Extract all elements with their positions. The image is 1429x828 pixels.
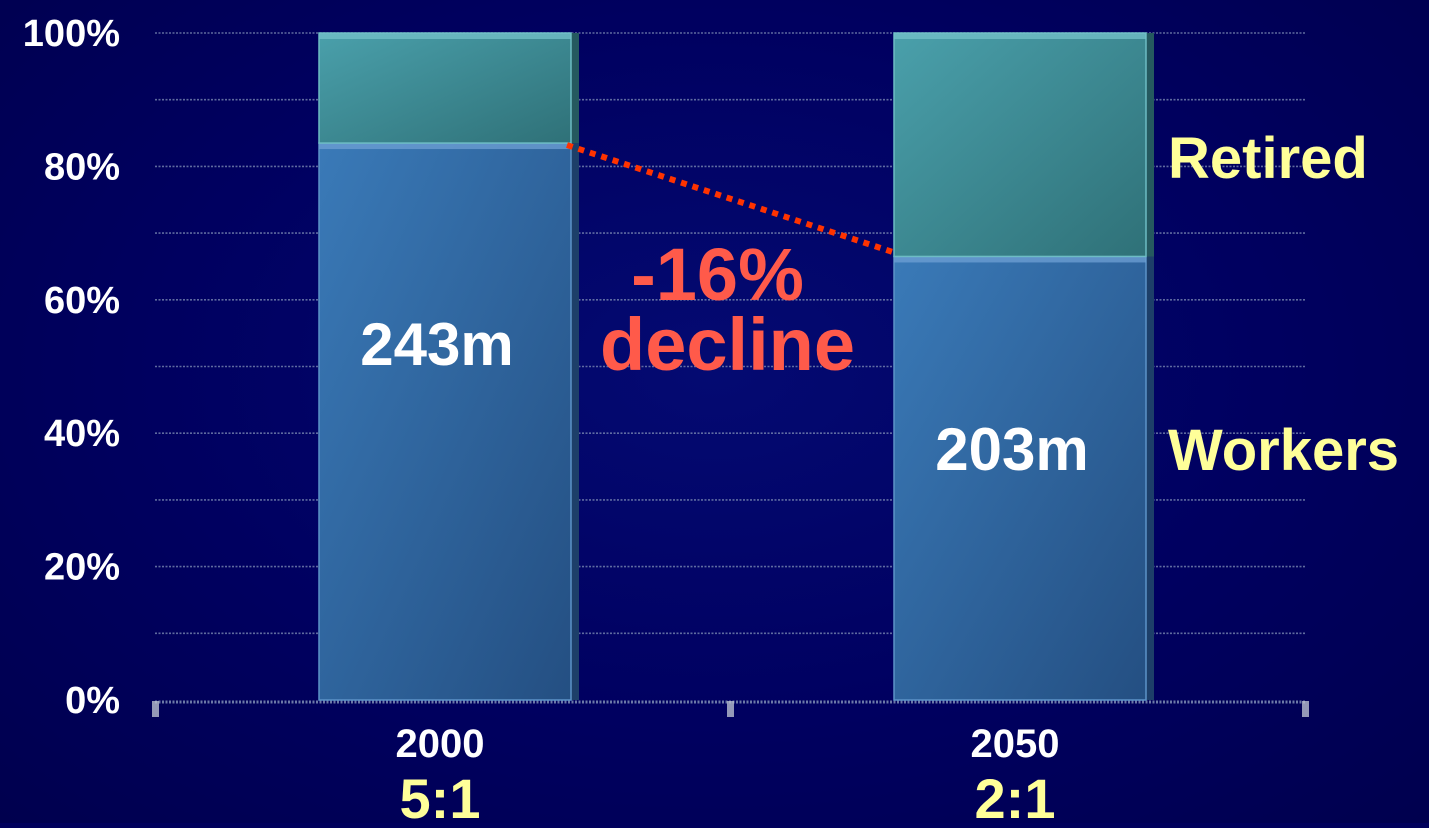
- worker-retiree-ratio-label: 2:1: [975, 767, 1056, 823]
- x-axis-tick: [727, 701, 734, 717]
- annotation: -16%decline: [566, 142, 895, 386]
- bar-segment-retired-side: [571, 33, 579, 144]
- x-category-label: 2050: [971, 722, 1060, 766]
- bar-segment-workers-bevel: [894, 256, 1146, 263]
- decline-percent-label: -16%: [631, 233, 804, 316]
- bar-value-label: 203m: [935, 416, 1088, 483]
- x-axis-tick: [152, 701, 159, 717]
- axes: 0% 20% 40% 60% 80% 100%: [23, 13, 1309, 722]
- bar-segment-retired-side: [1146, 33, 1154, 257]
- y-tick-label: 40%: [44, 413, 120, 455]
- bar-value-label: 243m: [360, 311, 513, 378]
- bar-segment-workers: [893, 255, 1147, 701]
- decline-connector-line: [566, 142, 895, 256]
- y-tick-label: 100%: [23, 13, 120, 55]
- legend-label-workers: Workers: [1168, 418, 1399, 483]
- legend-label-retired: Retired: [1168, 126, 1368, 191]
- y-tick-label: 60%: [44, 280, 120, 322]
- bar-segment-workers-side: [1146, 256, 1154, 700]
- bar-segment-retired: [318, 32, 572, 144]
- y-tick-label: 0%: [65, 680, 120, 722]
- bar-segment-workers-side: [571, 143, 579, 700]
- y-tick-label: 20%: [44, 547, 120, 589]
- x-category-label: 2000: [396, 722, 485, 766]
- bar-segment-retired-bevel: [319, 33, 571, 39]
- y-tick-label: 80%: [44, 146, 120, 188]
- grid-lines: [155, 32, 1305, 635]
- decline-word-label: decline: [600, 303, 855, 386]
- bar-segment-workers-bevel: [319, 143, 571, 150]
- bars: [318, 32, 1154, 701]
- bar-segment-retired-bevel: [894, 33, 1146, 39]
- bar-segment-retired: [893, 32, 1147, 258]
- bar-segment-workers: [318, 142, 572, 701]
- x-axis-tick: [1302, 701, 1309, 717]
- worker-retiree-ratio-label: 5:1: [400, 767, 481, 823]
